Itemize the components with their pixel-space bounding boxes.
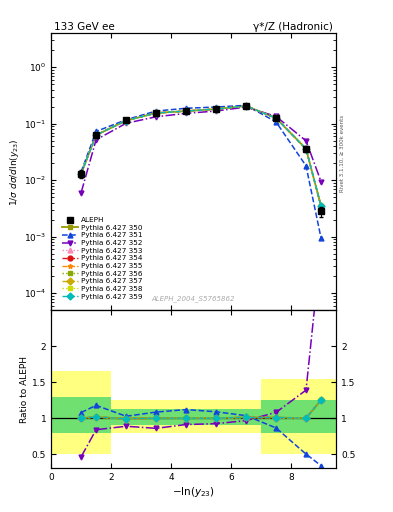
Text: Rivet 3.1.10, ≥ 300k events: Rivet 3.1.10, ≥ 300k events (340, 115, 345, 192)
Y-axis label: Ratio to ALEPH: Ratio to ALEPH (20, 356, 29, 423)
Text: 133 GeV ee: 133 GeV ee (54, 22, 115, 32)
Text: γ*/Z (Hadronic): γ*/Z (Hadronic) (253, 22, 333, 32)
Legend: ALEPH, Pythia 6.427 350, Pythia 6.427 351, Pythia 6.427 352, Pythia 6.427 353, P: ALEPH, Pythia 6.427 350, Pythia 6.427 35… (61, 216, 143, 301)
Text: ALEPH_2004_S5765862: ALEPH_2004_S5765862 (152, 295, 235, 302)
Y-axis label: $1/\sigma\ d\sigma/d\ln(y_{23})$: $1/\sigma\ d\sigma/d\ln(y_{23})$ (8, 138, 21, 205)
X-axis label: $-\ln(y_{23})$: $-\ln(y_{23})$ (172, 485, 215, 499)
